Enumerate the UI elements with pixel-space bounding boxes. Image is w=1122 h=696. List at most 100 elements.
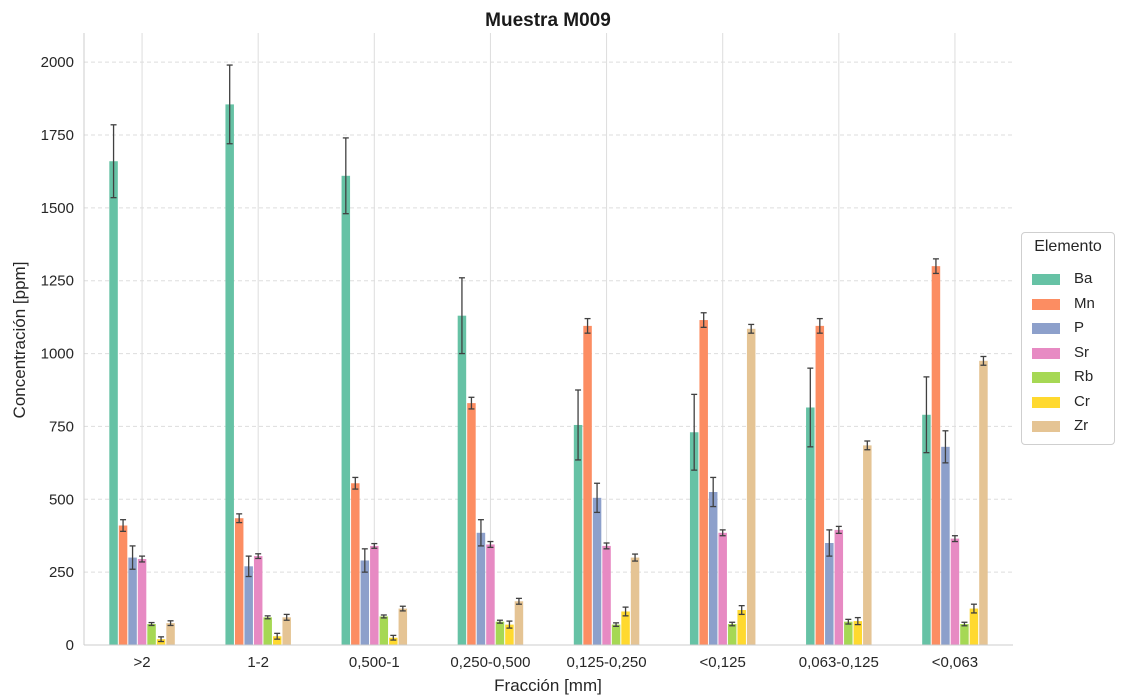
bar-rb bbox=[263, 617, 272, 645]
bar-rb bbox=[379, 616, 389, 645]
legend-swatch bbox=[1032, 396, 1060, 408]
bar-p bbox=[708, 492, 718, 645]
bar-p bbox=[592, 497, 602, 645]
y-tick-label: 0 bbox=[66, 637, 74, 654]
bar-rb bbox=[844, 621, 853, 645]
bar-zr bbox=[514, 601, 524, 645]
bar-sr bbox=[486, 544, 495, 645]
bar-zr bbox=[282, 617, 291, 645]
y-tick-label: 750 bbox=[49, 418, 74, 435]
bar-mn bbox=[234, 518, 244, 645]
x-tick-label: 0,063-0,125 bbox=[799, 654, 879, 671]
bar-zr bbox=[863, 445, 872, 645]
bar-ba bbox=[806, 407, 815, 645]
legend-label: Sr bbox=[1074, 343, 1089, 361]
legend-label: P bbox=[1074, 319, 1085, 336]
bar-mn bbox=[118, 525, 128, 645]
y-tick-label: 500 bbox=[49, 491, 74, 508]
bar-sr bbox=[370, 545, 379, 645]
legend-item-p: P bbox=[1032, 318, 1112, 338]
legend-label: Rb bbox=[1074, 368, 1094, 385]
bar-cr bbox=[969, 608, 979, 645]
legend-item-rb: Rb bbox=[1032, 367, 1112, 387]
legend-label: Mn bbox=[1074, 294, 1095, 312]
bar-cr bbox=[621, 611, 630, 645]
y-tick-label: 1500 bbox=[41, 200, 74, 217]
bar-sr bbox=[718, 532, 727, 645]
bar-ba bbox=[457, 315, 467, 645]
grid bbox=[84, 33, 1013, 645]
legend-item-zr: Zr bbox=[1032, 416, 1112, 436]
bar-zr bbox=[979, 360, 988, 645]
bar-rb bbox=[495, 621, 505, 645]
legend-swatch bbox=[1032, 274, 1060, 285]
bar-ba bbox=[573, 424, 583, 645]
x-axis-title: Fracción [mm] bbox=[494, 676, 602, 695]
bar-cr bbox=[737, 610, 746, 645]
y-axis-title: Concentración [ppm] bbox=[10, 262, 29, 419]
bar-mn bbox=[351, 483, 360, 645]
legend-swatch bbox=[1032, 298, 1060, 310]
bar-rb bbox=[611, 624, 621, 645]
legend: Elemento Ba Mn P Sr Rb Cr Zr bbox=[1021, 232, 1115, 445]
bar-rb bbox=[147, 624, 156, 645]
bar-ba bbox=[225, 104, 234, 645]
bar-ba bbox=[341, 175, 351, 646]
bar-cr bbox=[389, 637, 398, 645]
bar-sr bbox=[253, 556, 263, 645]
bar-mn bbox=[931, 266, 941, 645]
bar-sr bbox=[137, 559, 147, 645]
bar-sr bbox=[834, 529, 844, 645]
bar-sr bbox=[950, 538, 960, 645]
bar-ba bbox=[922, 414, 931, 645]
bar-rb bbox=[960, 624, 969, 645]
legend-title: Elemento bbox=[1034, 238, 1102, 255]
chart-title: Muestra M009 bbox=[485, 10, 611, 31]
bar-p bbox=[244, 566, 253, 645]
legend-swatch bbox=[1032, 347, 1060, 359]
bar-p bbox=[128, 557, 137, 645]
y-tick-label: 2000 bbox=[41, 54, 74, 71]
legend-item-cr: Cr bbox=[1032, 392, 1112, 412]
bar-ba bbox=[689, 432, 699, 645]
bar-mn bbox=[467, 403, 476, 645]
bars bbox=[109, 64, 988, 646]
x-tick-label: >2 bbox=[134, 654, 151, 671]
legend-label: Cr bbox=[1074, 392, 1090, 410]
legend-item-mn: Mn bbox=[1032, 294, 1112, 314]
axes: 0 250 500 750 1000 1250 1500 1750 2000 >2 1-2 0,500… bbox=[41, 33, 1013, 671]
bar-zr bbox=[746, 328, 756, 645]
x-tick-label: <0,125 bbox=[700, 654, 746, 671]
bar-p bbox=[941, 446, 950, 645]
x-tick-label: 0,500-1 bbox=[349, 654, 400, 671]
y-tick-label: 1250 bbox=[41, 273, 74, 290]
bar-zr bbox=[166, 623, 175, 645]
legend-label: Ba bbox=[1074, 270, 1093, 287]
legend-swatch bbox=[1032, 372, 1060, 383]
y-tick-label: 1000 bbox=[41, 346, 74, 363]
bar-rb bbox=[727, 624, 737, 645]
bar-cr bbox=[505, 624, 514, 645]
bar-ba bbox=[109, 161, 118, 645]
legend-label: Zr bbox=[1074, 417, 1089, 434]
bar-p bbox=[825, 543, 834, 645]
bar-mn bbox=[815, 325, 825, 645]
legend-item-sr: Sr bbox=[1032, 343, 1112, 363]
bar-cr bbox=[272, 636, 282, 645]
legend-swatch bbox=[1032, 323, 1060, 334]
x-tick-label: 1-2 bbox=[247, 654, 269, 671]
bar-mn bbox=[583, 325, 592, 645]
legend-swatch bbox=[1032, 421, 1060, 432]
bar-mn bbox=[699, 320, 708, 645]
bar-zr bbox=[630, 557, 640, 645]
x-tick-label: <0,063 bbox=[932, 654, 978, 671]
bar-p bbox=[360, 560, 370, 645]
bar-sr bbox=[602, 545, 611, 645]
y-tick-label: 250 bbox=[49, 564, 74, 581]
bar-zr bbox=[398, 608, 408, 645]
y-tick-label: 1750 bbox=[41, 127, 74, 144]
bar-p bbox=[476, 532, 486, 645]
legend-item-ba: Ba bbox=[1032, 269, 1112, 289]
x-tick-label: 0,250-0,500 bbox=[450, 654, 530, 671]
